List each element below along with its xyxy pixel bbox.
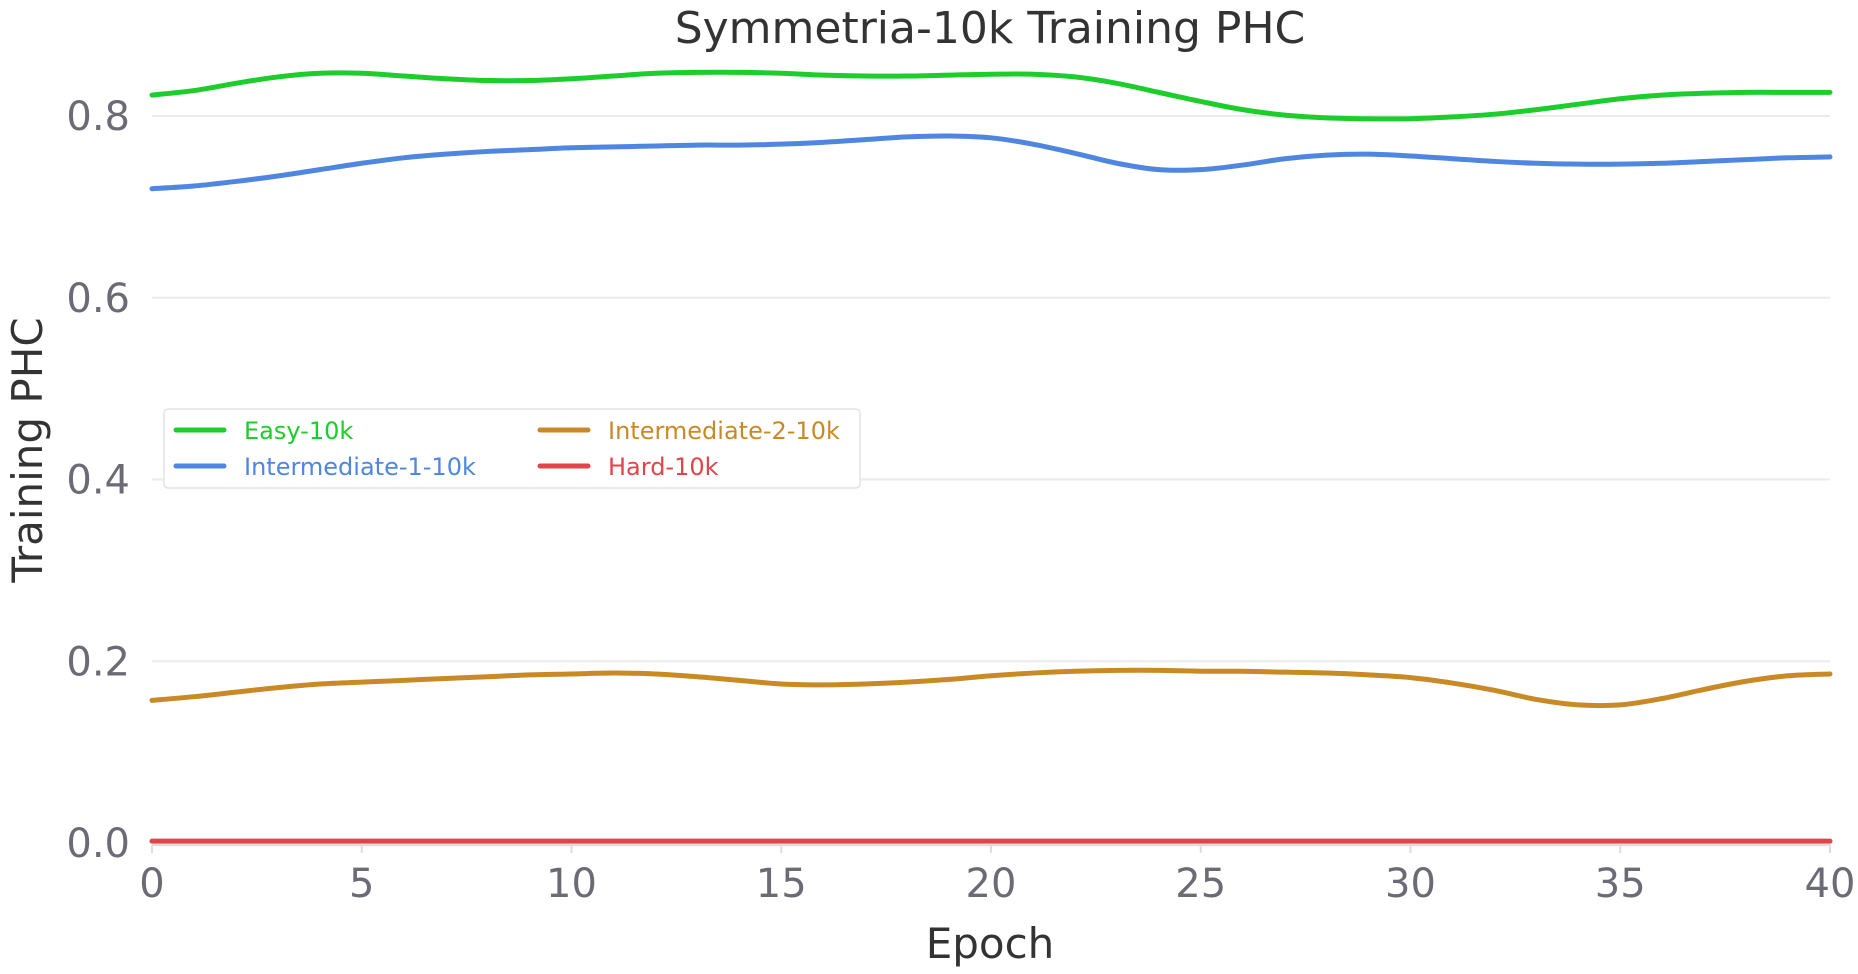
x-axis-label: Epoch <box>926 919 1055 968</box>
legend-item-easy-10k: Easy-10k <box>173 417 353 445</box>
series-line-easy-10k <box>149 69 1833 122</box>
legend: Easy-10k Intermediate-1-10k Intermediate-2… <box>163 408 861 489</box>
legend-box <box>163 408 861 489</box>
legend-item-hard-10k: Hard-10k <box>537 453 719 481</box>
y-tick-label: 0.6 <box>66 276 130 322</box>
y-tick-label: 0.4 <box>66 458 130 504</box>
axes: 0.0 0.2 0.4 0.6 0.8 0 5 10 15 20 25 30 35 40 <box>66 94 1855 907</box>
series-line-intermediate-2-10k <box>149 667 1833 709</box>
x-tick-label: 20 <box>966 861 1017 907</box>
legend-label: Easy-10k <box>244 417 353 445</box>
chart-title: Symmetria-10k Training PHC <box>675 3 1306 54</box>
y-axis-label: Training PHC <box>3 317 52 583</box>
x-tick-label: 10 <box>546 861 597 907</box>
x-tick-label: 0 <box>139 861 164 907</box>
legend-label: Hard-10k <box>608 453 719 481</box>
x-tick-label: 25 <box>1175 861 1226 907</box>
legend-label: Intermediate-2-10k <box>608 417 840 445</box>
x-tick-label: 5 <box>349 861 374 907</box>
y-tick-label: 0.2 <box>66 639 130 685</box>
x-tick-label: 30 <box>1385 861 1436 907</box>
x-tick-label: 15 <box>756 861 807 907</box>
series-line-intermediate-1-10k <box>149 133 1833 192</box>
legend-item-intermediate-1-10k: Intermediate-1-10k <box>173 453 476 481</box>
plot-area <box>149 69 1833 844</box>
grid-lines <box>152 115 1830 663</box>
x-tick-label: 35 <box>1595 861 1646 907</box>
x-tick-label: 40 <box>1805 861 1856 907</box>
y-tick-label: 0.0 <box>66 821 130 867</box>
legend-item-intermediate-2-10k: Intermediate-2-10k <box>537 417 840 445</box>
y-tick-label: 0.8 <box>66 94 130 140</box>
legend-label: Intermediate-1-10k <box>244 453 476 481</box>
